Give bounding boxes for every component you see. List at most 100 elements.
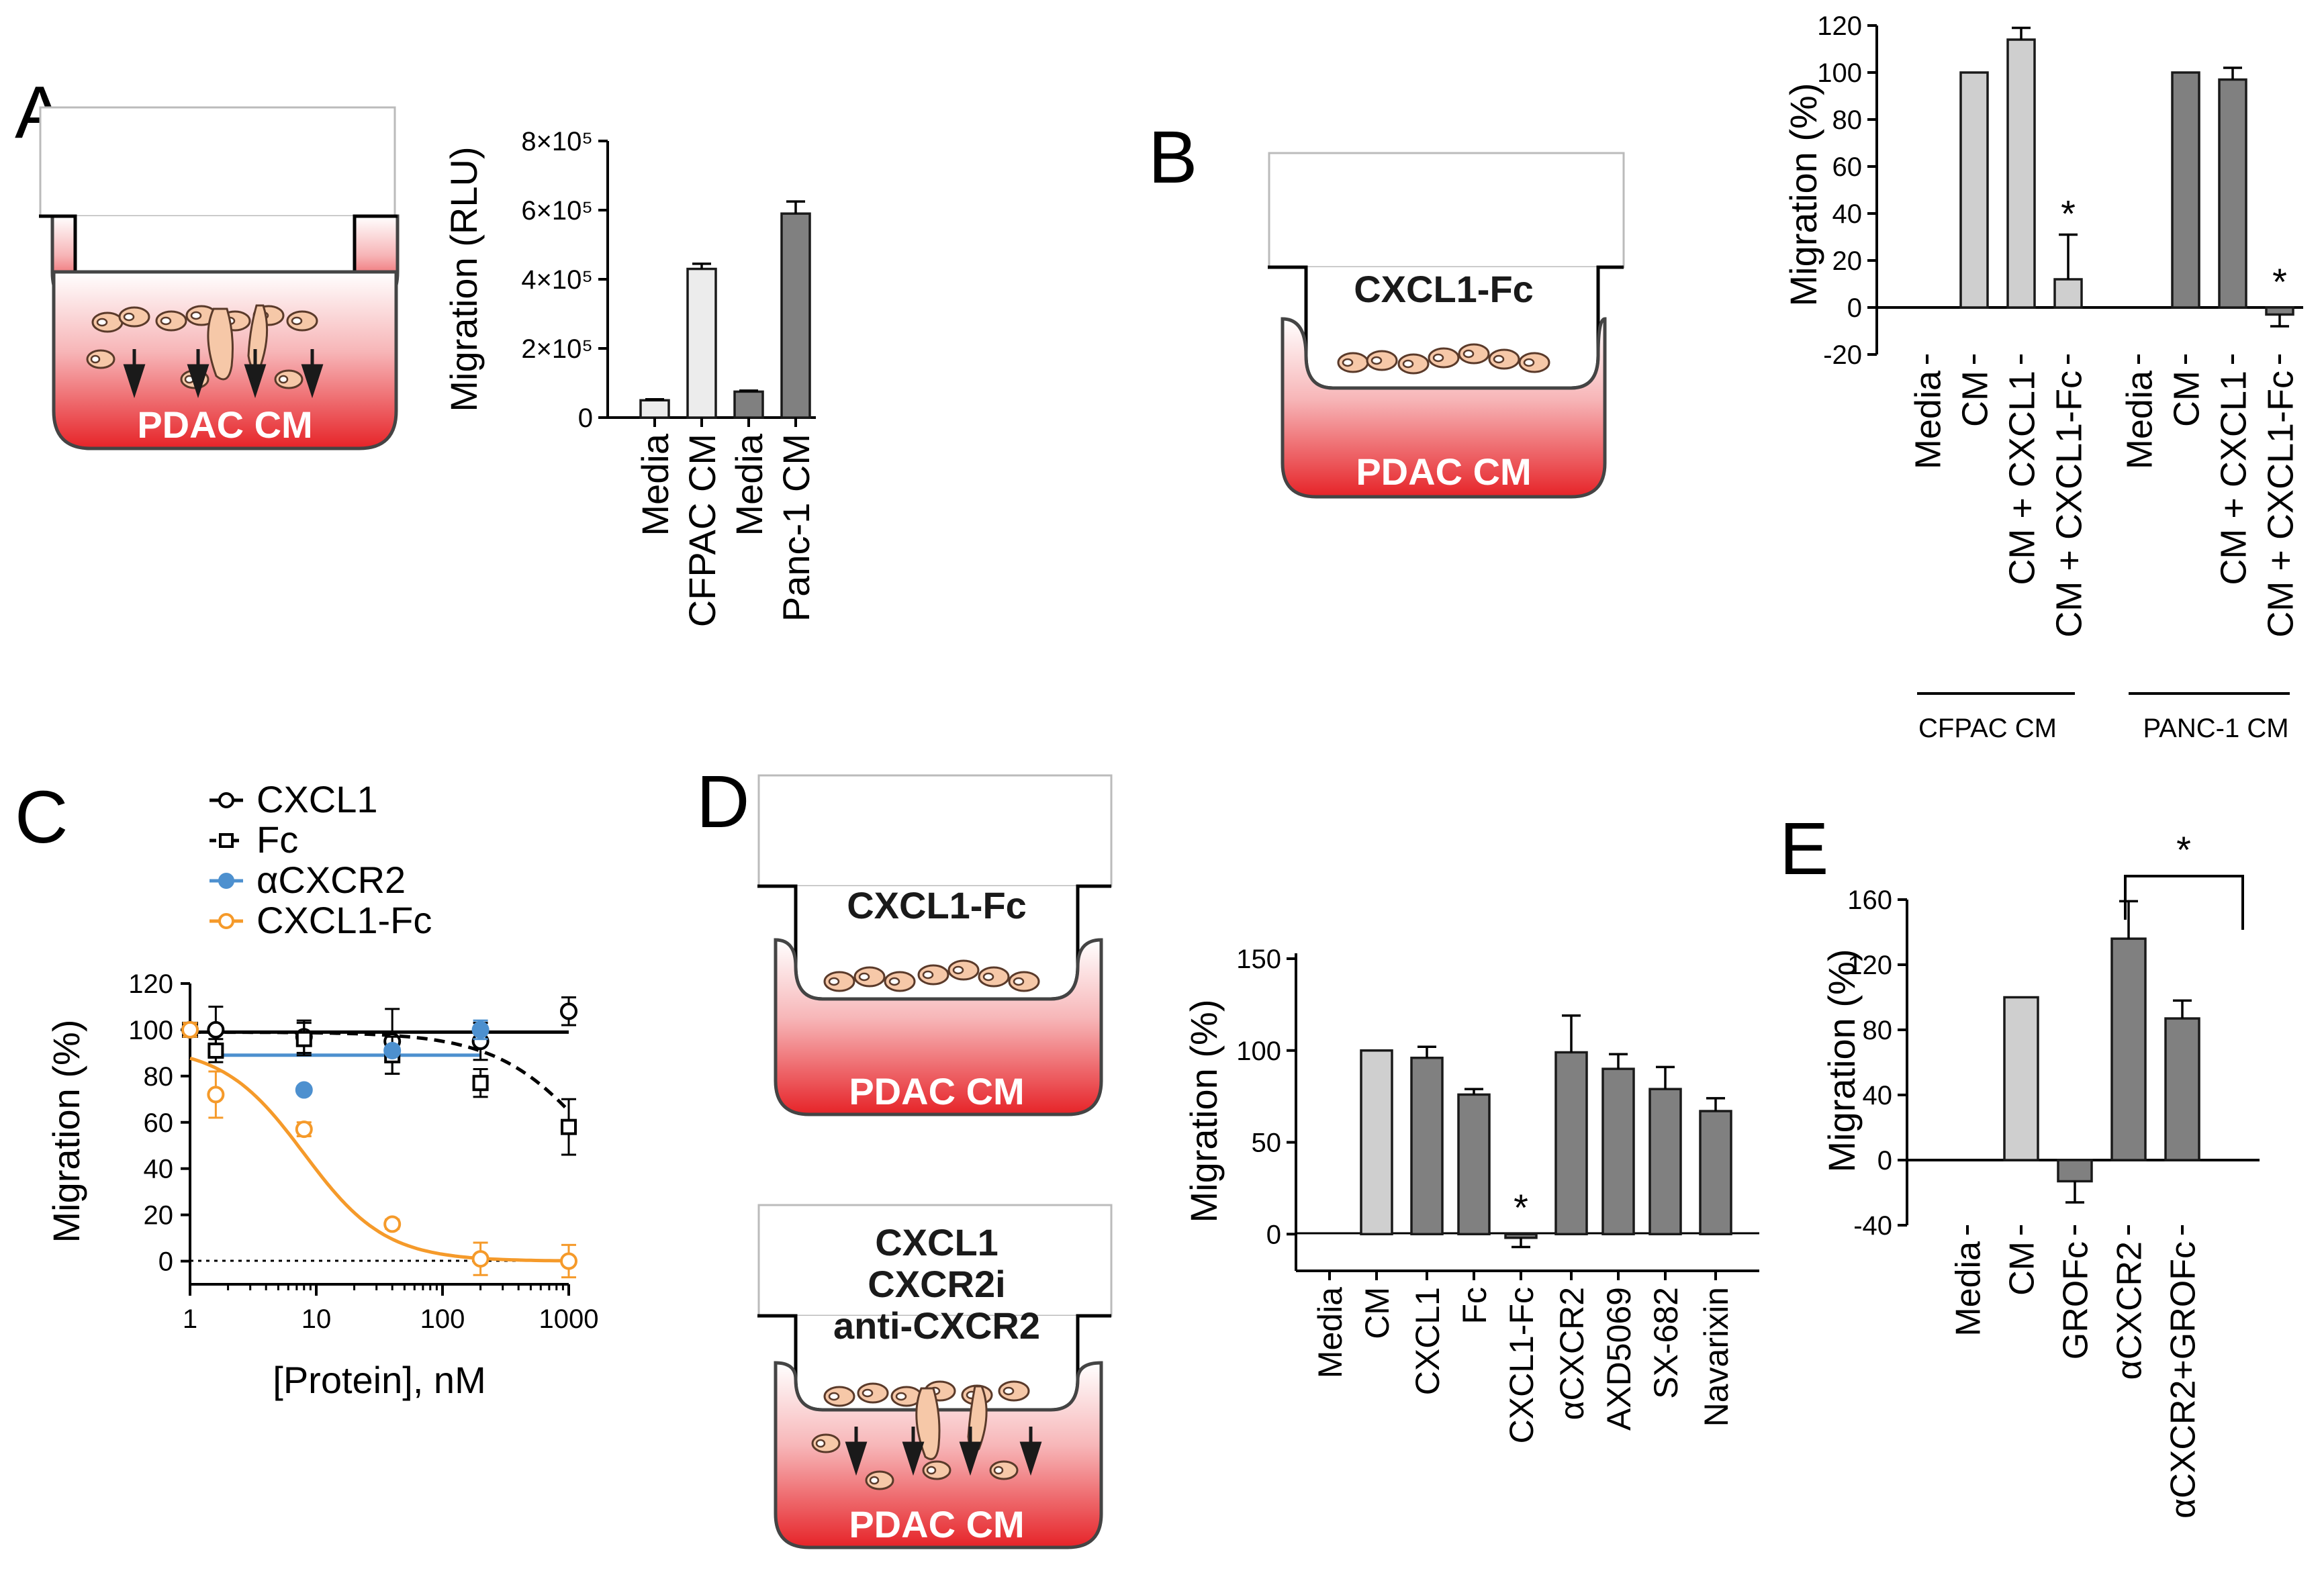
- chart-c-point-2: [295, 1081, 313, 1099]
- cells-b: [1337, 343, 1550, 375]
- chart-c-x-tick-label: 100: [420, 1304, 465, 1334]
- well-b-treatment-label: CXCL1-Fc: [1354, 268, 1534, 310]
- chart-c-y-tick-label: 80: [144, 1062, 174, 1092]
- chart-b-bar: [2218, 78, 2247, 309]
- panel-label-c: C: [15, 776, 68, 859]
- chart-a-y-tick-label: 2×10⁵: [521, 334, 593, 364]
- chart-b-y-tick-label: 40: [1832, 199, 1863, 229]
- chart-c-y-tick-label: 100: [128, 1016, 173, 1045]
- chart-c-point-1: [295, 1031, 312, 1047]
- well-d-bottom-medium-label: PDAC CM: [849, 1503, 1024, 1545]
- chart-d-y-axis-label: Migration (%): [1182, 1000, 1225, 1223]
- chart-b-category-label: CM + CXCL1: [2213, 371, 2253, 585]
- chart-b-bar: [1959, 71, 1989, 309]
- legend-marker-2: [218, 873, 234, 889]
- chart-d-category-label: AXD5069: [1600, 1287, 1638, 1431]
- chart-d-significance-star: *: [1514, 1186, 1528, 1229]
- chart-c-x-tick-label: 1: [183, 1304, 197, 1334]
- transwell-diagram-d-bottom: CXCL1 CXCR2i anti-CXCR2 PDAC CM: [757, 1204, 1113, 1549]
- chart-a-y-axis-label: Migration (RLU): [443, 146, 485, 412]
- transwell-diagram-d-top: CXCL1-Fc PDAC CM: [757, 774, 1113, 1116]
- chart-e-bar: [2164, 1017, 2200, 1161]
- transwell-diagram-a: PDAC CM: [39, 106, 400, 450]
- chart-d-y-tick-label: 50: [1252, 1129, 1282, 1158]
- chart-e-bar: [2003, 996, 2039, 1161]
- chart-b-category-label: CM + CXCL1-Fc: [2049, 371, 2089, 638]
- chart-d-category-label: Media: [1311, 1287, 1349, 1378]
- chart-e-category-label: Media: [1949, 1241, 1988, 1337]
- chart-b-y-tick-label: 20: [1832, 246, 1863, 276]
- chart-b-y-tick-label: 120: [1817, 11, 1862, 41]
- chart-e-category-label: CM: [2003, 1241, 2042, 1296]
- chart-a-category-label: Media: [634, 433, 676, 536]
- panel-label-e: E: [1779, 808, 1828, 890]
- legend-entry-0: CXCL1: [257, 778, 378, 820]
- chart-b-category-label: CM: [1955, 371, 1995, 427]
- chart-b-y-axis-label: Migration (%): [1782, 83, 1824, 307]
- chart-c-point-2: [471, 1020, 490, 1039]
- well-d-bottom-treatment-line-2: CXCR2i: [868, 1263, 1005, 1305]
- chart-c-point-0: [560, 1002, 577, 1020]
- chart-c-x-tick-label: 10: [301, 1304, 332, 1334]
- chart-c-point-1: [472, 1075, 489, 1092]
- chart-d-bar: [1648, 1088, 1682, 1236]
- chart-c-fit-fc: [190, 1031, 570, 1112]
- well-b-medium-label: PDAC CM: [1356, 450, 1531, 493]
- chart-d-category-label: CXCL1: [1409, 1287, 1446, 1395]
- chart-e-category-label: αCXCR2+GROFc: [2164, 1241, 2203, 1519]
- chart-d-bar: [1504, 1233, 1538, 1239]
- chart-b-significance-star: *: [2061, 193, 2076, 235]
- chart-b-category-label: CM + CXCL1-Fc: [2260, 371, 2300, 638]
- chart-c-point-2: [383, 1041, 402, 1059]
- well-d-top-treatment-label: CXCL1-Fc: [847, 884, 1027, 926]
- chart-e-category-label: GROFc: [2057, 1241, 2096, 1359]
- chart-c-x-axis-label: [Protein], nM: [273, 1359, 485, 1401]
- chart-b-category-label: CM + CXCL1: [2002, 371, 2042, 585]
- well-a-medium-label: PDAC CM: [137, 403, 312, 446]
- chart-a-y-tick-label: 8×10⁵: [521, 127, 593, 156]
- chart-d-category-label: Fc: [1456, 1287, 1493, 1325]
- cells-a: [86, 304, 324, 399]
- chart-b-significance-star: *: [2272, 260, 2287, 303]
- chart-a-y-tick-label: 6×10⁵: [521, 196, 593, 226]
- chart-d-category-label: SX-682: [1647, 1287, 1685, 1399]
- chart-d-y-tick-label: 100: [1236, 1037, 1281, 1066]
- chart-e-y-tick-label: 120: [1847, 951, 1892, 980]
- chart-d-bar: [1410, 1056, 1444, 1236]
- chart-e-category-label: αCXCR2: [2110, 1241, 2149, 1380]
- well-d-bottom-treatment-line-1: CXCL1: [875, 1221, 998, 1263]
- chart-b-category-label: CM: [2166, 371, 2206, 427]
- chart-c-fit-cxcl1-fc: [189, 1056, 569, 1263]
- chart-c-x-tick-label: 1000: [539, 1304, 599, 1334]
- chart-c-point-3: [295, 1120, 313, 1139]
- chart-b-y-tick-label: -20: [1823, 340, 1862, 370]
- chart-b-category-label: Media: [1908, 370, 1948, 469]
- chart-e: -40 0 40 80 120 160 Media CM GROFc αCXCR2 αCXCR2+…: [1820, 828, 2260, 1519]
- chart-b-y-tick-label: 60: [1832, 152, 1863, 182]
- chart-c-y-tick-label: 40: [144, 1155, 174, 1184]
- chart-a-bar: [780, 212, 811, 419]
- legend-entry-1: Fc: [257, 818, 298, 861]
- chart-d: 0 50 100 150 * Media CM CXCL1 Fc CXCL1-Fc αCXCR2…: [1182, 945, 1759, 1443]
- chart-c-y-tick-label: 0: [158, 1247, 173, 1277]
- legend-entry-2: αCXCR2: [257, 859, 406, 901]
- chart-b-category-label: Media: [2119, 370, 2159, 469]
- legend-marker-0: [218, 792, 234, 808]
- chart-c-y-tick-label: 20: [144, 1201, 174, 1231]
- chart-b-bar: [2006, 38, 2036, 309]
- chart-a-y-tick-label: 0: [578, 403, 593, 433]
- chart-e-y-tick-label: 80: [1863, 1016, 1893, 1045]
- chart-a-category-label: Panc-1 CM: [775, 434, 817, 622]
- chart-e-bar: [2057, 1159, 2093, 1183]
- chart-e-bar: [2110, 937, 2147, 1161]
- chart-d-bar: [1360, 1049, 1393, 1236]
- legend-marker-1: [219, 833, 234, 848]
- chart-b-y-tick-label: 0: [1847, 293, 1862, 323]
- chart-d-bar: [1601, 1067, 1635, 1236]
- chart-a-bar: [639, 399, 670, 419]
- chart-b-y-tick-label: 80: [1832, 105, 1863, 135]
- chart-b-bar: [2053, 278, 2083, 309]
- panel-label-b: B: [1148, 116, 1197, 199]
- panel-label-d: D: [696, 761, 749, 843]
